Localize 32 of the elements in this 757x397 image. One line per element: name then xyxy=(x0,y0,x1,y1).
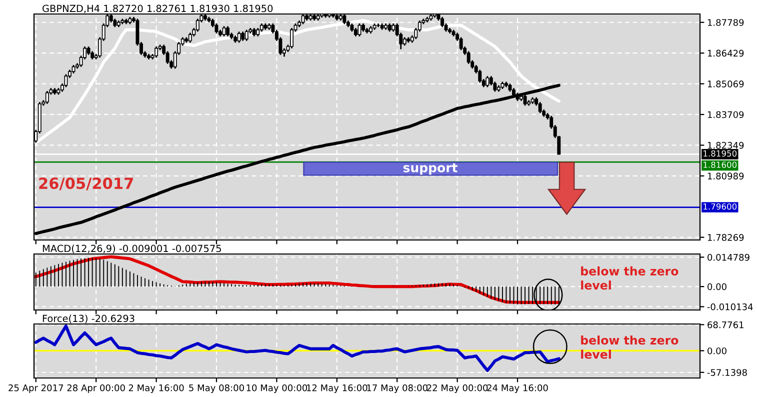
y-tick-label: -57.1398 xyxy=(707,369,747,376)
y-tick-label: 1.83709 xyxy=(708,111,744,118)
ref-line-label: 1.81950 xyxy=(704,150,737,157)
annotation: 26/05/2017 xyxy=(39,178,133,190)
x-tick-label: 24 May 16:00 xyxy=(487,384,548,393)
y-tick-label: 1.86429 xyxy=(708,50,744,57)
y-tick-label: -0.010134 xyxy=(707,303,753,310)
x-tick-label: 22 May 00:00 xyxy=(427,384,488,393)
x-tick-label: 17 May 08:00 xyxy=(367,384,428,393)
y-tick-label: 0.00 xyxy=(708,283,726,290)
x-tick-label: 10 May 00:00 xyxy=(246,384,308,393)
x-tick-label: 28 Apr 00:00 xyxy=(67,384,125,393)
x-tick-label: 2 May 16:00 xyxy=(128,384,184,393)
annotation: below the zero level xyxy=(581,336,678,359)
y-tick-label: 1.87789 xyxy=(708,19,744,26)
ref-line-label: 1.79600 xyxy=(704,203,737,210)
x-tick-label: 12 May 16:00 xyxy=(306,384,368,393)
x-tick-label: 5 May 08:00 xyxy=(189,384,244,393)
annotation: support xyxy=(403,163,458,175)
y-tick-label: 1.78269 xyxy=(708,234,744,241)
chart-title: GBPNZD,H4 1.82720 1.82761 1.81930 1.81950 xyxy=(42,4,273,14)
x-tick-label: 25 Apr 2017 xyxy=(8,384,64,393)
y-tick-label: 0.00 xyxy=(708,347,726,354)
y-tick-label: 68.7761 xyxy=(708,321,744,328)
y-tick-label: 0.014789 xyxy=(708,254,750,261)
ref-line-label: 1.81600 xyxy=(704,162,737,168)
y-tick-label: 1.85069 xyxy=(708,80,744,88)
annotation: below the zero level xyxy=(581,266,678,290)
y-tick-label: 1.80989 xyxy=(708,172,744,180)
chart-title: MACD(12,26,9) -0.009001 -0.007575 xyxy=(42,244,221,254)
chart-title: Force(13) -20.6293 xyxy=(42,314,134,324)
y-tick-label: 1.82349 xyxy=(708,142,744,149)
